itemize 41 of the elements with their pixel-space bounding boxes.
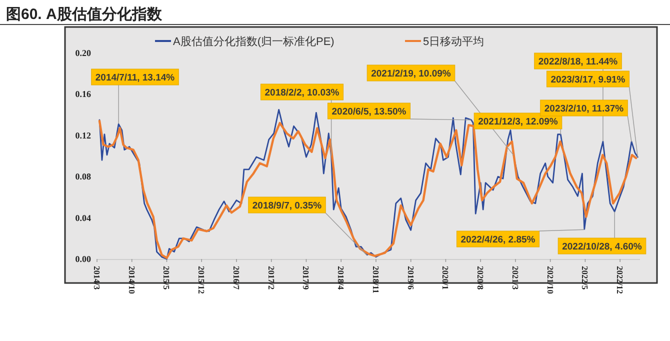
legend-label: 5日移动平均 (423, 36, 484, 48)
y-tick-label: 0.16 (75, 89, 92, 100)
x-tick-label: 2018/11 (370, 266, 381, 294)
annotation: 2014/7/11, 13.14% (91, 68, 179, 124)
annotation: 2018/9/7, 0.35% (252, 200, 322, 212)
annotation: 2021/12/3, 12.09% (478, 116, 558, 128)
annotation: 2020/6/5, 13.50% (328, 102, 472, 120)
x-tick-label: 2022/5 (580, 266, 590, 290)
x-tick-label: 2015/5 (162, 266, 172, 290)
annotation: 2022/4/26, 2.85% (460, 234, 536, 246)
annotation: 2014/7/11, 13.14% (95, 72, 176, 84)
x-tick-label: 2014/10 (126, 266, 137, 294)
annotation: 2018/9/7, 0.35% (248, 196, 368, 256)
y-tick-label: 0.12 (75, 130, 92, 140)
annotation: 2020/6/5, 13.50% (332, 106, 407, 118)
annotation: 2022/10/28, 4.60% (558, 211, 646, 254)
annotation: 2021/2/19, 10.09% (371, 68, 452, 80)
annotation: 2023/2/10, 11.37% (544, 103, 624, 114)
y-tick-label: 0.00 (75, 254, 92, 264)
x-tick-label: 2020/1 (440, 266, 451, 290)
y-tick-label: 0.04 (75, 212, 92, 223)
annotation: 2022/8/18, 11.44% (538, 56, 618, 68)
x-tick-label: 2020/8 (476, 266, 486, 290)
x-tick-label: 2017/9 (301, 266, 312, 290)
annotation: 2023/3/17, 9.91% (550, 74, 626, 86)
annotation: 2021/12/3, 12.09% (474, 112, 562, 135)
annotation: 2022/10/28, 4.60% (562, 241, 642, 252)
chart-title: 图60. A股估值分化指数 (6, 6, 163, 23)
x-tick-label: 2019/6 (406, 266, 416, 290)
x-tick-label: 2021/10 (545, 266, 556, 294)
x-tick-label: 2017/2 (266, 266, 276, 290)
x-tick-label: 2014/3 (92, 266, 102, 290)
x-tick-label: 2021/3 (510, 266, 520, 290)
y-tick-label: 0.20 (75, 48, 92, 58)
legend-label: A股估值分化指数(归一标准化PE) (173, 35, 334, 48)
x-tick-label: 2016/7 (231, 266, 242, 290)
y-tick-label: 0.08 (75, 172, 92, 182)
annotation: 2018/2/2, 10.03% (264, 87, 340, 98)
x-tick-label: 2022/12 (615, 266, 626, 294)
x-tick-label: 2015/12 (196, 266, 207, 294)
x-tick-label: 2018/4 (336, 266, 346, 290)
